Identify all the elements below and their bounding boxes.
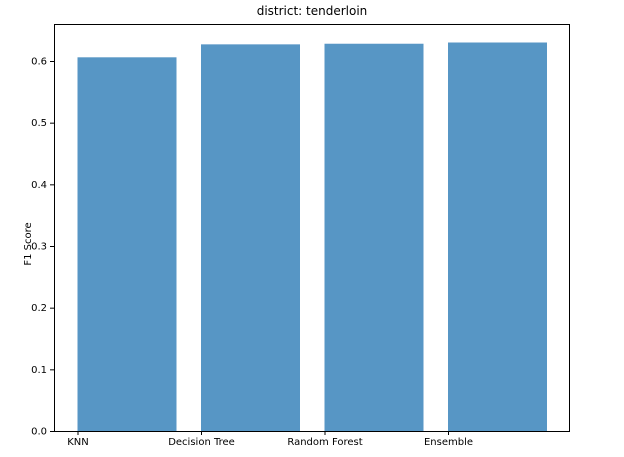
bar-random-forest xyxy=(324,43,424,431)
y-tick-label: 0.1 xyxy=(31,365,47,376)
plot-frame xyxy=(54,24,570,432)
bar-ensemble xyxy=(448,42,547,431)
y-tick-label: 0.5 xyxy=(31,118,47,129)
bar-decision-tree xyxy=(201,44,300,431)
y-tick-label: 0.4 xyxy=(31,180,47,191)
x-tick-label: Ensemble xyxy=(424,437,473,448)
chart-title: district: tenderloin xyxy=(257,4,368,18)
x-tick-label: Decision Tree xyxy=(168,437,235,448)
bar-knn xyxy=(77,57,177,432)
y-tick-label: 0.2 xyxy=(31,303,47,314)
y-tick-label: 0.6 xyxy=(31,57,47,68)
x-tick-label: KNN xyxy=(67,437,89,448)
y-ticks-group: 0.0 0.1 0.2 0.3 0.4 0.5 0.6 xyxy=(31,57,54,438)
y-tick-label: 0.3 xyxy=(31,242,47,253)
y-tick-label: 0.0 xyxy=(31,427,47,438)
bars-group xyxy=(77,42,547,432)
y-axis-label: F1 Score xyxy=(23,222,34,265)
x-tick-label: Random Forest xyxy=(287,437,362,448)
